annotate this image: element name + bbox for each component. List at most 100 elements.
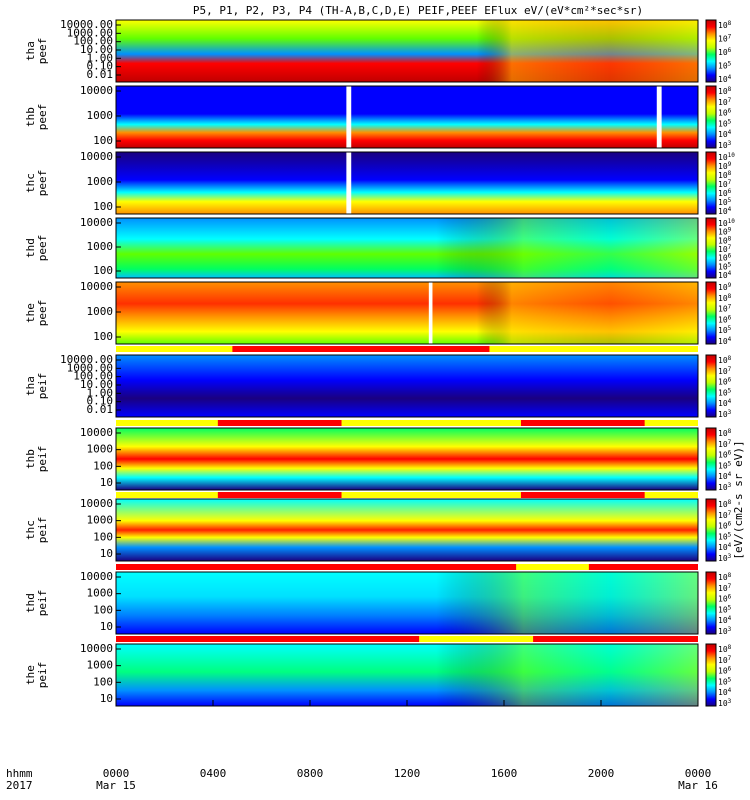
spectrogram-image <box>116 428 698 490</box>
colorbar-tick-label: 106 <box>718 520 732 531</box>
data-gap <box>428 282 433 344</box>
colorbar-tick-exponent: 7 <box>728 303 732 310</box>
colorbar-tick-exponent: 7 <box>728 365 732 372</box>
y-tick-label: 100 <box>93 603 113 616</box>
colorbar-tick-label: 103 <box>718 409 732 420</box>
x-tick-label: 1600 <box>491 767 518 780</box>
probe-label: tha <box>24 376 37 396</box>
panel-y-label: thd peef <box>24 235 49 262</box>
spectrogram-overlay <box>116 282 698 344</box>
colorbar-tick-exponent: 4 <box>728 270 732 277</box>
colorbar-tick-exponent: 3 <box>728 553 732 560</box>
colorbar-tick-exponent: 3 <box>728 626 732 633</box>
colorbar-tick-exponent: 8 <box>728 235 732 242</box>
panel-y-label: thc peif <box>24 517 49 544</box>
colorbar-tick-label: 109 <box>718 161 732 172</box>
y-tick-label: 10000 <box>80 216 113 229</box>
x-tick-label: 2000 <box>588 767 615 780</box>
x-tick-label: 0400 <box>200 767 227 780</box>
colorbar-tick-exponent: 5 <box>728 531 732 538</box>
mode-bar-segment <box>520 492 645 498</box>
y-tick-label: 10000 <box>80 497 113 510</box>
colorbar-tick-exponent: 8 <box>728 355 732 362</box>
colorbar-tick-label: 104 <box>718 398 732 409</box>
colorbar-tick-label: 108 <box>718 644 732 655</box>
panel-frame <box>115 151 699 215</box>
y-tick-label: 100 <box>93 200 113 213</box>
colorbar-tick-exponent: 4 <box>728 74 732 81</box>
y-tick-label: 1000 <box>87 514 114 527</box>
y-tick-label: 10 <box>100 476 113 489</box>
product-label: peef <box>36 235 49 262</box>
y-tick-label: 100 <box>93 530 113 543</box>
product-label: peef <box>36 38 49 65</box>
probe-label: thb <box>24 107 37 127</box>
colorbar-tick-exponent: 10 <box>728 152 736 159</box>
colorbar-tick-label: 108 <box>718 235 732 246</box>
y-tick-label: 10000 <box>80 426 113 439</box>
colorbar-tick-exponent: 6 <box>728 520 732 527</box>
probe-label: thd <box>24 238 37 258</box>
colorbar-tick-label: 103 <box>718 482 732 493</box>
colorbar-tick-label: 106 <box>718 449 732 460</box>
colorbar-tick-label: 107 <box>718 303 732 314</box>
product-label: peif <box>36 517 49 544</box>
colorbar-tick-label: 107 <box>718 509 732 520</box>
colorbar-tick-label: 106 <box>718 376 732 387</box>
colorbar-tick-label: 108 <box>718 20 732 31</box>
colorbar-tick-label: 104 <box>718 471 732 482</box>
panel-y-label: thc peef <box>24 170 49 197</box>
colorbar-tick-exponent: 8 <box>728 170 732 177</box>
y-tick-label: 0.10 <box>87 60 114 73</box>
product-label: peif <box>36 590 49 617</box>
spectrogram-overlay <box>116 644 698 706</box>
x-axis-label-line2: 2017 <box>6 779 33 792</box>
colorbar-tick-label: 108 <box>718 86 732 97</box>
x-tick-label: 0000 <box>685 767 712 780</box>
y-tick-label: 100 <box>93 675 113 688</box>
colorbar-tick-label: 106 <box>718 314 732 325</box>
spectrogram-image <box>116 499 698 561</box>
panel-y-label: thd peif <box>24 590 49 617</box>
colorbar-tick-exponent: 3 <box>728 482 732 489</box>
colorbar-tick-exponent: 5 <box>728 325 732 332</box>
y-tick-label: 10000 <box>80 150 113 163</box>
colorbar-tick-label: 108 <box>718 572 732 583</box>
y-tick-label: 1000 <box>87 305 114 318</box>
panel-frame <box>115 281 699 345</box>
y-tick-label: 10 <box>100 692 113 705</box>
colorbar-tick-exponent: 6 <box>728 47 732 54</box>
mode-bar-segment <box>232 346 490 352</box>
product-label: peif <box>36 373 49 400</box>
colorbar-tick-exponent: 4 <box>728 206 732 213</box>
colorbar-tick-exponent: 6 <box>728 107 732 114</box>
colorbar-tick-label: 1010 <box>718 152 735 163</box>
y-tick-label: 1000 <box>87 175 114 188</box>
colorbar-scale <box>705 498 717 562</box>
y-tick-label: 10.00 <box>80 378 113 391</box>
colorbar-tick-exponent: 3 <box>728 698 732 705</box>
chart-title: P5, P1, P2, P3, P4 (TH-A,B,C,D,E) PEIF,P… <box>193 4 643 17</box>
y-tick-label: 1.00 <box>87 386 114 399</box>
colorbar-tick-label: 105 <box>718 60 732 71</box>
colorbar-tick-label: 107 <box>718 244 732 255</box>
y-tick-label: 1.00 <box>87 51 114 64</box>
colorbar-tick-label: 104 <box>718 206 732 217</box>
y-tick-label: 0.01 <box>87 403 114 416</box>
colorbar-tick-exponent: 8 <box>728 572 732 579</box>
panel-y-label: thb peif <box>24 446 49 473</box>
colorbar-tick-exponent: 8 <box>728 86 732 93</box>
colorbar-tick-exponent: 8 <box>728 499 732 506</box>
colorbar-tick-label: 109 <box>718 226 732 237</box>
colorbar-tick-label: 104 <box>718 687 732 698</box>
colorbar-tick-exponent: 3 <box>728 140 732 147</box>
y-tick-label: 1000 <box>87 240 114 253</box>
